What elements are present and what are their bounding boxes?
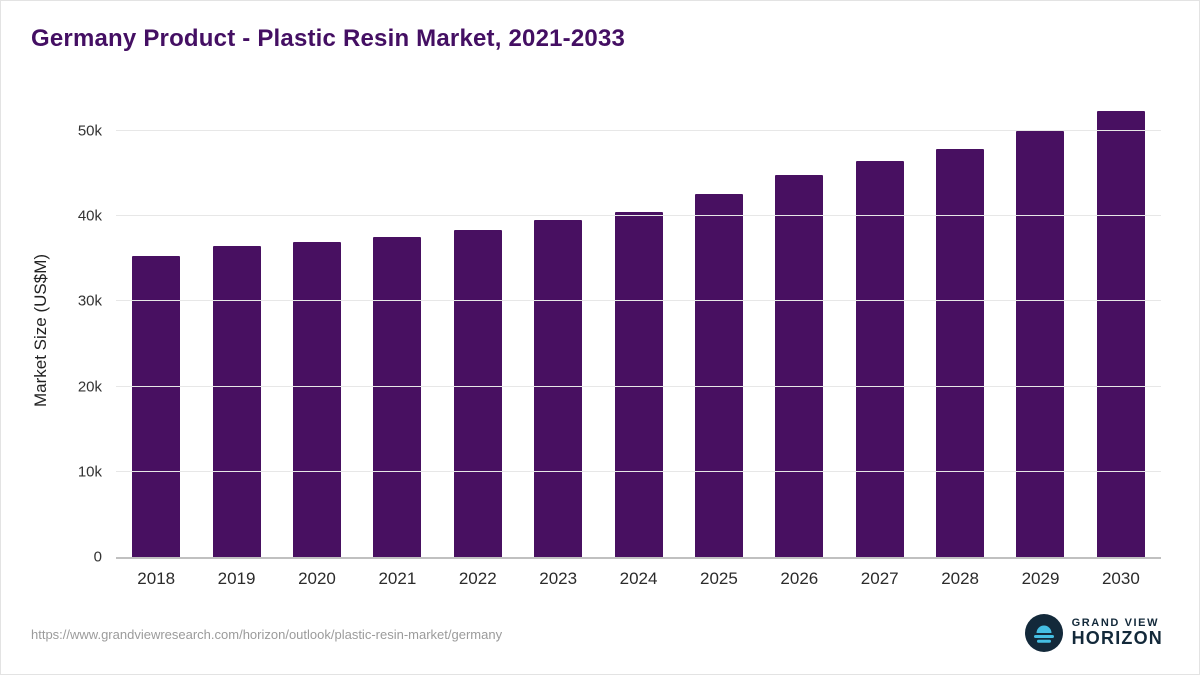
brand-grand-view: GRAND VIEW bbox=[1071, 616, 1160, 629]
bar-column: 2025 bbox=[679, 101, 759, 588]
x-axis-label: 2019 bbox=[217, 569, 256, 588]
y-tick-label: 20k bbox=[77, 378, 102, 396]
gridline bbox=[116, 385, 1161, 387]
bar-column: 2022 bbox=[438, 101, 518, 588]
source-url[interactable]: https://www.grandviewresearch.com/horizo… bbox=[31, 627, 503, 642]
bar-2020[interactable] bbox=[292, 241, 341, 557]
y-tick-label: 30k bbox=[77, 292, 102, 310]
bar-2025[interactable] bbox=[694, 193, 743, 557]
brand-logo: GRAND VIEW HORIZON bbox=[1024, 614, 1163, 652]
brand-horizon: HORIZON bbox=[1071, 628, 1163, 649]
y-tick-label: 50k bbox=[77, 122, 102, 140]
x-axis-label: 2020 bbox=[298, 569, 336, 588]
bar-column: 2019 bbox=[196, 101, 276, 588]
bar-2028[interactable] bbox=[936, 148, 985, 557]
x-axis-label: 2027 bbox=[860, 569, 899, 588]
bar-column: 2030 bbox=[1081, 101, 1161, 588]
x-axis-label: 2026 bbox=[780, 569, 819, 588]
gridline bbox=[116, 300, 1161, 302]
bar-2029[interactable] bbox=[1016, 130, 1065, 557]
bar-2019[interactable] bbox=[212, 245, 261, 557]
bar-2024[interactable] bbox=[614, 211, 663, 557]
x-axis-label: 2018 bbox=[137, 569, 176, 588]
x-axis-label: 2028 bbox=[941, 569, 980, 588]
bar-column: 2029 bbox=[1000, 101, 1080, 588]
bar-column: 2024 bbox=[598, 101, 678, 588]
y-axis-title: Market Size (US$M) bbox=[31, 253, 50, 407]
y-tick-label: 10k bbox=[77, 463, 102, 481]
x-axis-label: 2022 bbox=[458, 569, 497, 588]
bar-column: 2023 bbox=[518, 101, 598, 588]
x-axis-label: 2030 bbox=[1101, 569, 1140, 588]
x-axis-label: 2021 bbox=[378, 569, 417, 588]
bar-2023[interactable] bbox=[534, 220, 583, 557]
y-tick-label: 0 bbox=[93, 548, 102, 566]
bar-column: 2018 bbox=[116, 101, 196, 588]
bar-2022[interactable] bbox=[453, 229, 502, 557]
chart-title: Germany Product - Plastic Resin Market, … bbox=[31, 25, 626, 52]
x-axis-label: 2029 bbox=[1021, 569, 1060, 588]
plot-area: 2018 2019 2020 2021 2022 2023 2024 2025 2026 2027… bbox=[78, 101, 1161, 588]
bar-2026[interactable] bbox=[775, 175, 824, 557]
x-axis-label: 2024 bbox=[619, 569, 658, 588]
bar-2030[interactable] bbox=[1096, 111, 1145, 557]
bar-column: 2021 bbox=[357, 101, 437, 588]
bar-column: 2028 bbox=[920, 101, 1000, 588]
x-axis-label: 2023 bbox=[539, 569, 578, 588]
y-tick-label: 40k bbox=[77, 207, 102, 225]
bar-series: 2018 2019 2020 2021 2022 2023 2024 2025 2026 2027… bbox=[116, 101, 1161, 588]
bar-column: 2027 bbox=[840, 101, 920, 588]
brand-text: GRAND VIEW HORIZON bbox=[1071, 616, 1163, 649]
bar-column: 2020 bbox=[277, 101, 357, 588]
bar-2027[interactable] bbox=[855, 160, 904, 557]
bar-2021[interactable] bbox=[373, 236, 422, 557]
gridline bbox=[116, 129, 1161, 131]
bar-2018[interactable] bbox=[132, 256, 181, 557]
horizon-logo-icon bbox=[1024, 614, 1063, 652]
bar-column: 2026 bbox=[759, 101, 839, 588]
gridline bbox=[116, 470, 1161, 472]
gridline bbox=[116, 215, 1161, 217]
x-axis-label: 2025 bbox=[700, 569, 738, 588]
